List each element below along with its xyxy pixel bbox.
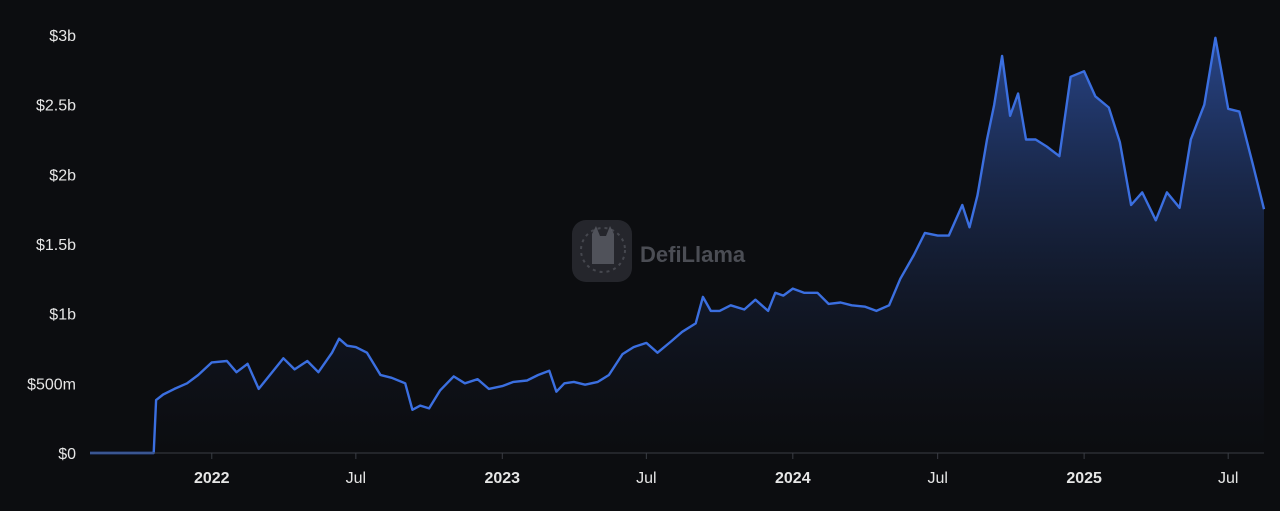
x-tick-label: Jul (1218, 470, 1238, 487)
y-tick-label: $3b (49, 28, 76, 45)
x-tick-label: Jul (927, 470, 947, 487)
watermark: DefiLlama (572, 220, 746, 282)
x-axis: 2022 Jul 2023 Jul 2024 Jul 2025 Jul (194, 453, 1238, 487)
x-tick-label: 2022 (194, 470, 230, 487)
y-tick-label: $1b (49, 307, 76, 324)
y-tick-label: $2.5b (36, 98, 76, 115)
llama-logo-icon (572, 220, 632, 282)
x-tick-label: 2023 (484, 470, 520, 487)
series-line (90, 36, 1266, 455)
x-tick-label: Jul (346, 470, 366, 487)
y-tick-label: $500m (27, 376, 76, 393)
y-tick-label: $0 (58, 446, 76, 463)
x-tick-label: 2025 (1066, 470, 1102, 487)
series-area (90, 37, 1264, 454)
y-tick-label: $2b (49, 167, 76, 184)
watermark-text: DefiLlama (640, 242, 746, 267)
y-axis: $0 $500m $1b $1.5b $2b $2.5b $3b (27, 28, 76, 463)
x-tick-label: Jul (636, 470, 656, 487)
y-tick-label: $1.5b (36, 237, 76, 254)
x-tick-label: 2024 (775, 470, 811, 487)
